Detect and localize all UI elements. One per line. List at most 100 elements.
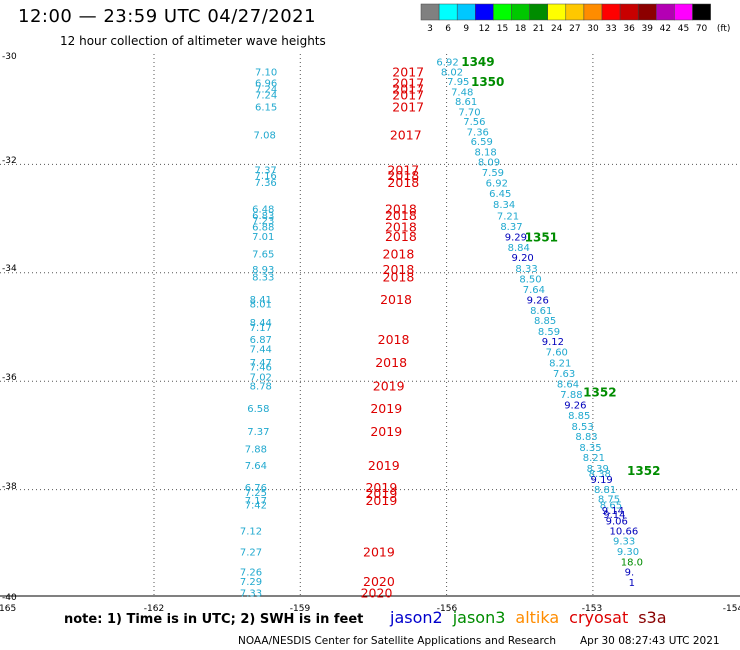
wave-height-value: 8.21	[549, 358, 571, 369]
wave-height-value: 7.36	[255, 178, 277, 189]
wave-height-value: 8.37	[500, 222, 522, 233]
wave-height-value: 8.75	[598, 494, 620, 505]
wave-height-value: 9.06	[606, 517, 628, 528]
year-label: 2019	[365, 493, 397, 508]
footer-timestamp: Apr 30 08:27:43 UTC 2021	[580, 635, 720, 647]
wave-height-value: 7.17	[245, 496, 267, 507]
wave-height-value: 9.26	[527, 295, 549, 306]
wave-height-value: 6.48	[252, 204, 274, 215]
wave-height-value: 7.37	[255, 165, 277, 176]
colorbar-swatch	[692, 3, 711, 21]
wave-height-value: 6.88	[252, 222, 274, 233]
wave-height-value: 7.17	[250, 323, 272, 334]
cycle-label: 1352	[627, 464, 660, 478]
satellite-jason2: jason2	[390, 608, 443, 627]
wave-height-value: 7.24	[255, 85, 277, 96]
wave-height-value: 7.12	[240, 526, 262, 537]
year-label: 2018	[385, 208, 417, 223]
wave-height-value: 8.21	[583, 453, 605, 464]
wave-height-value: 7.70	[458, 107, 480, 118]
wave-height-value: 8.09	[478, 157, 500, 168]
y-tick-label: -36	[2, 373, 17, 383]
wave-height-value: 8.50	[519, 274, 541, 285]
wave-height-labels: 7.106.967.247.246.157.087.377.167.366.48…	[240, 58, 643, 600]
x-tick-label: -153	[582, 604, 602, 614]
wave-height-value: 7.10	[255, 67, 277, 78]
wave-height-value: 8.65	[600, 500, 622, 511]
wave-height-value: 6.83	[252, 211, 274, 222]
wave-height-value: 9.12	[542, 337, 564, 348]
wave-height-value: 8.53	[572, 422, 594, 433]
wave-height-value: 9.14	[602, 506, 624, 517]
year-label: 2017	[392, 88, 424, 103]
wave-height-value: 7.44	[250, 344, 272, 355]
wave-height-value: 8.85	[568, 411, 590, 422]
colorbar-swatch	[637, 3, 657, 21]
year-label: 2017	[392, 82, 424, 97]
wave-height-value: 7.42	[245, 500, 267, 511]
wave-height-value: 8.64	[557, 379, 579, 390]
year-label: 2019	[365, 480, 397, 495]
year-label: 2017	[392, 64, 424, 79]
cycle-labels: 2017201720172017201720172017201820182018…	[361, 55, 661, 601]
colorbar-label: 70	[696, 24, 708, 34]
colorbar-label: 3	[427, 24, 433, 34]
wave-height-value: 7.02	[250, 372, 272, 383]
wave-height-value: 6.92	[436, 58, 458, 69]
wave-height-value: 7.21	[497, 211, 519, 222]
year-label: 2018	[385, 229, 417, 244]
colorbar-label: 45	[678, 24, 689, 34]
cycle-label: 1350	[471, 75, 504, 89]
wave-height-value: 8.39	[587, 464, 609, 475]
colorbar-label: 30	[587, 24, 599, 34]
colorbar-swatch	[438, 3, 458, 21]
cycle-label: 1349	[461, 55, 494, 69]
wave-height-value: 6.58	[247, 404, 269, 415]
colorbar-label: 21	[533, 24, 544, 34]
wave-height-value: 6.92	[486, 178, 508, 189]
colorbar-label: (ft)	[717, 24, 731, 34]
year-label: 2019	[370, 424, 402, 439]
year-label: 2018	[387, 168, 419, 183]
wave-height-value: 6.15	[255, 103, 277, 114]
wave-height-value: 7.37	[247, 427, 269, 438]
y-tick-label: -40	[2, 593, 17, 603]
wave-height-value: 8.81	[594, 485, 616, 496]
satellite-cryosat: cryosat	[569, 608, 629, 627]
wave-height-value: 7.25	[245, 488, 267, 499]
colorbar-swatch	[674, 3, 693, 21]
colorbar-swatch	[547, 3, 567, 21]
wave-height-value: 9.14	[603, 510, 625, 521]
wave-height-value: 8.01	[250, 299, 272, 310]
colorbar-swatch	[583, 3, 603, 21]
wave-height-value: 6.45	[489, 189, 511, 200]
cycle-label: 1352	[583, 386, 616, 400]
year-label: 2019	[365, 486, 397, 501]
year-label: 2017	[392, 76, 424, 91]
year-label: 2019	[363, 545, 395, 560]
colorbar-label: 6	[445, 24, 451, 34]
wave-height-value: 7.24	[255, 91, 277, 102]
wave-height-value: 6.96	[255, 79, 277, 90]
colorbar-swatch	[601, 3, 621, 21]
wave-height-value: 7.64	[245, 461, 267, 472]
wave-height-value: 7.36	[467, 127, 489, 138]
wave-height-value: 8.44	[250, 318, 272, 329]
wave-height-value: 7.33	[240, 589, 262, 600]
wave-height-value: 7.08	[254, 131, 276, 142]
footnote: note: 1) Time is in UTC; 2) SWH is in fe…	[64, 612, 364, 627]
wave-height-value: 8.18	[474, 148, 496, 159]
wave-height-value: 8.93	[252, 265, 274, 276]
wave-height-value: 7.47	[250, 358, 272, 369]
wave-height-value: 7.88	[560, 390, 582, 401]
year-label: 2017	[387, 162, 419, 177]
wave-height-value: 6.87	[250, 335, 272, 346]
header-title: 12:00 — 23:59 UTC 04/27/2021	[18, 6, 317, 27]
satellite-legend: jason2 jason3 altika cryosat s3a	[390, 608, 677, 627]
colorbar-label: 36	[623, 24, 635, 34]
colorbar-label: 24	[551, 24, 563, 34]
wave-height-value: 7.95	[447, 77, 469, 88]
map-grid	[0, 54, 740, 597]
wave-height-value: 8.34	[493, 200, 515, 211]
footer-credit: NOAA/NESDIS Center for Satellite Applica…	[238, 635, 556, 647]
